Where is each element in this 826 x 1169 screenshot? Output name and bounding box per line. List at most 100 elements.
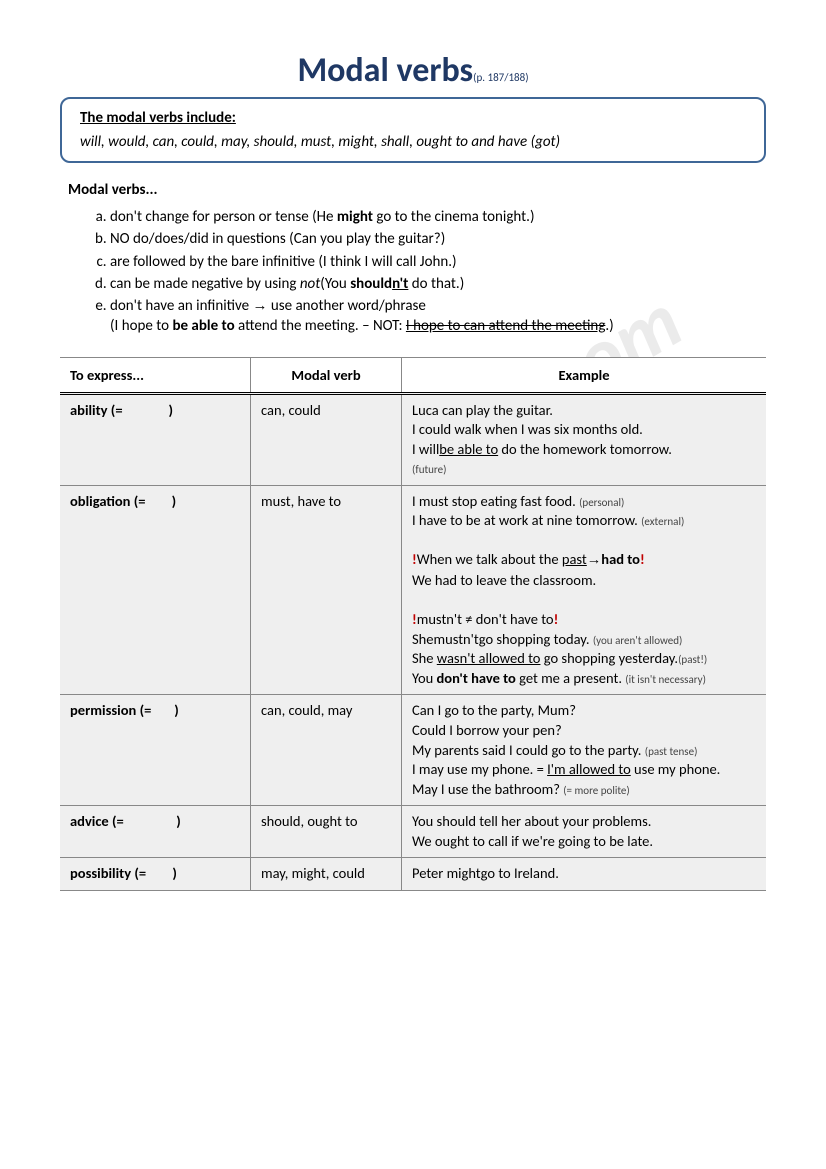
example-note: (it isn't necessary) <box>625 673 706 686</box>
include-box: The modal verbs include: will, would, ca… <box>60 97 766 163</box>
example-note: (external) <box>641 515 684 528</box>
example-text: Luca can play the guitar. <box>412 401 553 419</box>
table-row: ability (= ) can, could Luca can play th… <box>60 393 766 485</box>
example-text: go shopping yesterday. <box>540 649 678 667</box>
example-text: I have to be at work at nine tomorrow. <box>412 511 641 529</box>
rule-d: can be made negative by using not(You sh… <box>110 274 766 294</box>
example-text: I could walk when I was six months old. <box>412 420 643 438</box>
col-header-express: To express... <box>60 357 251 393</box>
arrow-icon: → <box>587 552 602 568</box>
rule-text: are followed by the bare infinitive (I t… <box>110 253 457 271</box>
page-title: Modal verbs(p. 187/188) <box>60 50 766 91</box>
example-note: (personal) <box>579 496 624 509</box>
example-cell: You should tell her about your problems.… <box>402 806 767 858</box>
rule-strike: I hope to can attend the meeting <box>406 317 605 335</box>
example-note: (you aren't allowed) <box>593 634 683 647</box>
paren-close: ) <box>168 401 173 419</box>
example-cell: Can I go to the party, Mum? Could I borr… <box>402 695 767 806</box>
example-text: You should tell her about your problems. <box>412 812 651 830</box>
modal-cell: can, could <box>251 393 402 485</box>
express-label: advice (= <box>70 812 124 830</box>
example-text: My parents said I could go to the party. <box>412 741 645 759</box>
example-cell: Peter mightgo to Ireland. <box>402 858 767 891</box>
example-text: May I use the bathroom? <box>412 780 563 798</box>
rule-text: .) <box>605 317 613 335</box>
express-label: permission (= <box>70 701 151 719</box>
warning-icon: ! <box>554 610 559 628</box>
example-text: I will <box>412 440 439 458</box>
table-row: permission (= ) can, could, may Can I go… <box>60 695 766 806</box>
example-text: use my phone. <box>631 760 721 778</box>
rule-text: (You <box>320 275 350 293</box>
table-row: advice (= ) should, ought to You should … <box>60 806 766 858</box>
example-bold: don't have to <box>437 669 516 687</box>
col-header-example: Example <box>402 357 767 393</box>
col-header-modal: Modal verb <box>251 357 402 393</box>
example-text: She <box>412 649 437 667</box>
example-text: Shemustn'tgo shopping today. <box>412 630 593 648</box>
table-row: possibility (= ) may, might, could Peter… <box>60 858 766 891</box>
paren-close: ) <box>176 812 181 830</box>
rule-italic: not <box>300 275 320 293</box>
paren-close: ) <box>172 492 177 510</box>
example-text: Peter mightgo to Ireland. <box>412 864 559 882</box>
example-underline: I'm allowed to <box>547 760 631 778</box>
example-note: (future) <box>412 463 446 476</box>
warning-icon: ! <box>640 550 645 568</box>
rule-text: NO do/does/did in questions (Can you pla… <box>110 230 445 248</box>
rules-heading: Modal verbs... <box>68 181 766 199</box>
include-label: The modal verbs include: <box>80 109 746 127</box>
example-text: We ought to call if we're going to be la… <box>412 832 653 850</box>
modal-cell: must, have to <box>251 485 402 695</box>
example-note: (= more polite) <box>563 784 630 797</box>
express-label: ability (= <box>70 401 123 419</box>
example-note: (past tense) <box>645 745 698 758</box>
example-text: get me a present. <box>516 669 625 687</box>
include-verbs: will, would, can, could, may, should, mu… <box>80 133 746 151</box>
modal-cell: should, ought to <box>251 806 402 858</box>
rule-bold: should <box>350 275 392 293</box>
example-underline: past <box>562 550 587 568</box>
arrow-icon: → <box>253 297 268 314</box>
modal-cell: can, could, may <box>251 695 402 806</box>
rule-text: do that.) <box>408 275 464 293</box>
example-note: (past!) <box>678 653 707 666</box>
example-underline: wasn't allowed to <box>437 649 541 667</box>
rule-text: can be made negative by using <box>110 275 300 293</box>
rule-a: don't change for person or tense (He mig… <box>110 207 766 227</box>
rule-e: don't have an infinitive → use another w… <box>110 296 766 337</box>
table-row: obligation (= ) must, have to I must sto… <box>60 485 766 695</box>
example-text: We had to leave the classroom. <box>412 571 596 589</box>
rule-text: (I hope to <box>110 317 172 335</box>
express-label: possibility (= <box>70 864 146 882</box>
rule-text: don't change for person or tense (He <box>110 208 337 226</box>
example-bold: had to <box>601 550 640 568</box>
example-cell: I must stop eating fast food. (personal)… <box>402 485 767 695</box>
rule-text: go to the cinema tonight.) <box>373 208 535 226</box>
example-text: When we talk about the <box>417 550 562 568</box>
title-text: Modal verbs <box>297 50 473 91</box>
rule-text: don't have an infinitive <box>110 297 253 315</box>
example-text: I must stop eating fast food. <box>412 492 579 510</box>
example-cell: Luca can play the guitar. I could walk w… <box>402 393 767 485</box>
paren-close: ) <box>174 701 179 719</box>
rule-b: NO do/does/did in questions (Can you pla… <box>110 229 766 249</box>
rule-underline: n't <box>392 275 408 293</box>
worksheet-page: Modal verbs(p. 187/188) The modal verbs … <box>0 0 826 921</box>
example-text: I may use my phone. = <box>412 760 547 778</box>
rule-text: attend the meeting. – NOT: <box>235 317 406 335</box>
rule-text: use another word/phrase <box>268 297 426 315</box>
modal-table: To express... Modal verb Example ability… <box>60 357 766 891</box>
rule-c: are followed by the bare infinitive (I t… <box>110 252 766 272</box>
rules-list: don't change for person or tense (He mig… <box>110 207 766 337</box>
example-text: Could I borrow your pen? <box>412 721 562 739</box>
rule-bold: might <box>337 208 373 226</box>
example-underline: be able to <box>439 440 498 458</box>
example-text: mustn't ≠ don't have to <box>417 610 554 628</box>
page-reference: (p. 187/188) <box>473 71 528 84</box>
example-text: Can I go to the party, Mum? <box>412 701 576 719</box>
example-text: do the homework tomorrow. <box>498 440 672 458</box>
modal-cell: may, might, could <box>251 858 402 891</box>
paren-close: ) <box>172 864 177 882</box>
example-text: You <box>412 669 437 687</box>
